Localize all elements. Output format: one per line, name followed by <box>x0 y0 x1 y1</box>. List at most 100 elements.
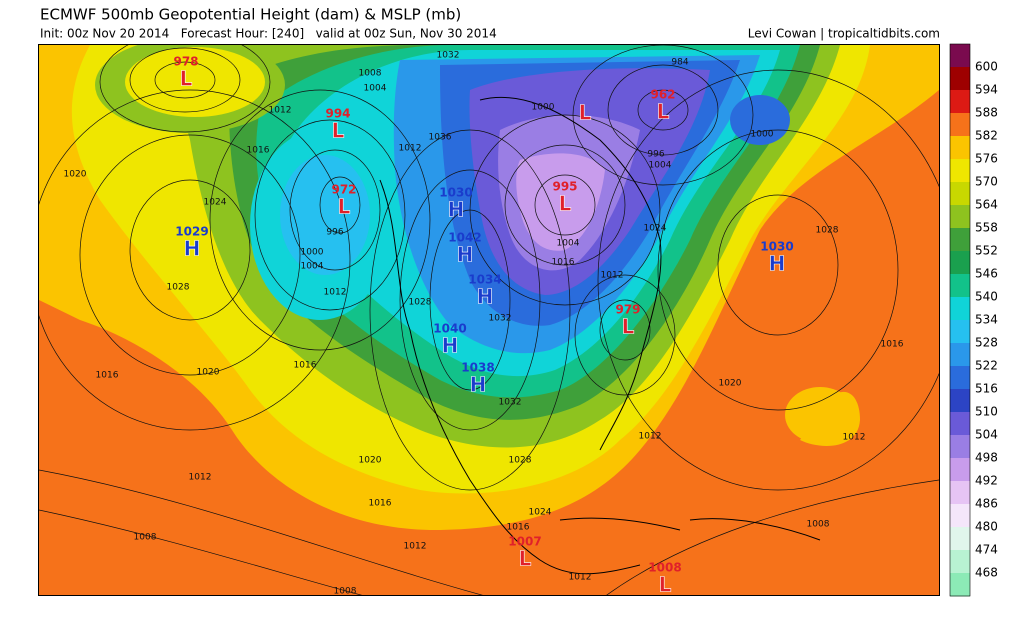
center-value: 972 <box>331 183 356 197</box>
isobar-label: 1024 <box>644 224 667 234</box>
colorbar-swatch <box>950 90 970 114</box>
coastlines <box>379 96 821 575</box>
title: ECMWF 500mb Geopotential Height (dam) & … <box>40 6 461 24</box>
isobar-label: 1028 <box>816 226 839 236</box>
isobar-label: 1016 <box>881 340 904 350</box>
colorbar-swatch <box>950 136 970 160</box>
colorbar-swatch <box>950 481 970 505</box>
colorbar-swatch <box>950 573 970 597</box>
isobar-label: 1012 <box>601 271 624 281</box>
center-letter: H <box>457 243 474 267</box>
center-value: 978 <box>173 55 198 69</box>
center-letter: L <box>659 573 672 597</box>
isobar-label: 1012 <box>324 288 347 298</box>
isobar-label: 1012 <box>569 573 592 583</box>
colorbar-swatch <box>950 527 970 551</box>
colorbar-label: 576 <box>975 152 998 166</box>
colorbar-swatch <box>950 251 970 275</box>
colorbar-swatch <box>950 550 970 574</box>
center-letter: L <box>559 192 572 216</box>
center-value: 1030 <box>439 186 472 200</box>
colorbar-swatch <box>950 67 970 91</box>
colorbar-label: 558 <box>975 221 998 235</box>
isobar-label: 1020 <box>197 368 220 378</box>
colorbar-label: 540 <box>975 290 998 304</box>
isobar-label: 1036 <box>429 133 452 143</box>
isobar-label: 1004 <box>557 239 580 249</box>
colorbar-swatch <box>950 297 970 321</box>
center-letter: L <box>579 101 592 125</box>
center-value: 1034 <box>468 273 501 287</box>
center-letter: H <box>442 334 459 358</box>
center-value: 1029 <box>175 225 208 239</box>
center-value: 979 <box>615 303 640 317</box>
isobar-label: 1016 <box>552 258 575 268</box>
isobar-label: 1016 <box>369 499 392 509</box>
center-value: 1007 <box>508 535 541 549</box>
colorbar-frame <box>949 43 971 597</box>
colorbar-label: 516 <box>975 382 998 396</box>
isobar-label: 1012 <box>639 432 662 442</box>
isobar-label: 1020 <box>719 379 742 389</box>
colorbar-swatch <box>950 389 970 413</box>
colorbar-label: 486 <box>975 497 998 511</box>
map-frame <box>38 44 940 596</box>
colorbar-label: 588 <box>975 106 998 120</box>
colorbar-label: 522 <box>975 359 998 373</box>
isobar-label: 1028 <box>167 283 190 293</box>
colorbar-swatch <box>950 205 970 229</box>
map-field <box>39 45 939 595</box>
isobar-label: 1016 <box>247 146 270 156</box>
colorbar-swatch <box>950 458 970 482</box>
center-value: 1040 <box>433 322 466 336</box>
center-letter: L <box>622 315 635 339</box>
isobars <box>39 45 939 595</box>
colorbar-label: 468 <box>975 566 998 580</box>
center-letter: H <box>448 198 465 222</box>
colorbar-swatch <box>950 44 970 68</box>
isobar-label: 1004 <box>301 262 324 272</box>
height-band <box>516 153 605 251</box>
center-value: 1008 <box>648 561 681 575</box>
colorbar-swatch <box>950 504 970 528</box>
center-letter: H <box>184 237 201 261</box>
isobar-label: 1004 <box>364 84 387 94</box>
center-value: 994 <box>325 107 350 121</box>
center-letter: L <box>332 119 345 143</box>
center-letter: H <box>769 252 786 276</box>
colorbar-swatch <box>950 320 970 344</box>
isobar-label: 1012 <box>269 106 292 116</box>
colorbar-label: 510 <box>975 405 998 419</box>
isobar-label: 1012 <box>399 144 422 154</box>
isobar-label: 1012 <box>189 473 212 483</box>
isobar-label: 1032 <box>437 51 460 61</box>
isobar-label: 1028 <box>409 298 432 308</box>
colorbar-label: 498 <box>975 451 998 465</box>
colorbar-label: 546 <box>975 267 998 281</box>
colorbar-label: 528 <box>975 336 998 350</box>
center-letter: L <box>180 67 193 91</box>
colorbar-swatch <box>950 412 970 436</box>
colorbar-swatch <box>950 228 970 252</box>
colorbar-label: 480 <box>975 520 998 534</box>
isobar-label: 1012 <box>843 433 866 443</box>
height-band <box>785 387 855 443</box>
isobar-label: 996 <box>647 150 664 160</box>
isobar-label: 1024 <box>529 508 552 518</box>
isobar-label: 1016 <box>507 523 530 533</box>
center-letter: L <box>657 100 670 124</box>
colorbar-swatch <box>950 274 970 298</box>
center-value: 962 <box>650 88 675 102</box>
center-value: 995 <box>552 180 577 194</box>
center-value: 1038 <box>461 361 494 375</box>
isobar-label: 1012 <box>404 542 427 552</box>
isobar-label: 1008 <box>359 69 382 79</box>
colorbar-label: 570 <box>975 175 998 189</box>
isobar-label: 1004 <box>649 161 672 171</box>
height-band <box>730 95 790 145</box>
isobar-label: 1020 <box>64 170 87 180</box>
center-letter: H <box>470 373 487 397</box>
isobar-label: 1000 <box>301 248 324 258</box>
